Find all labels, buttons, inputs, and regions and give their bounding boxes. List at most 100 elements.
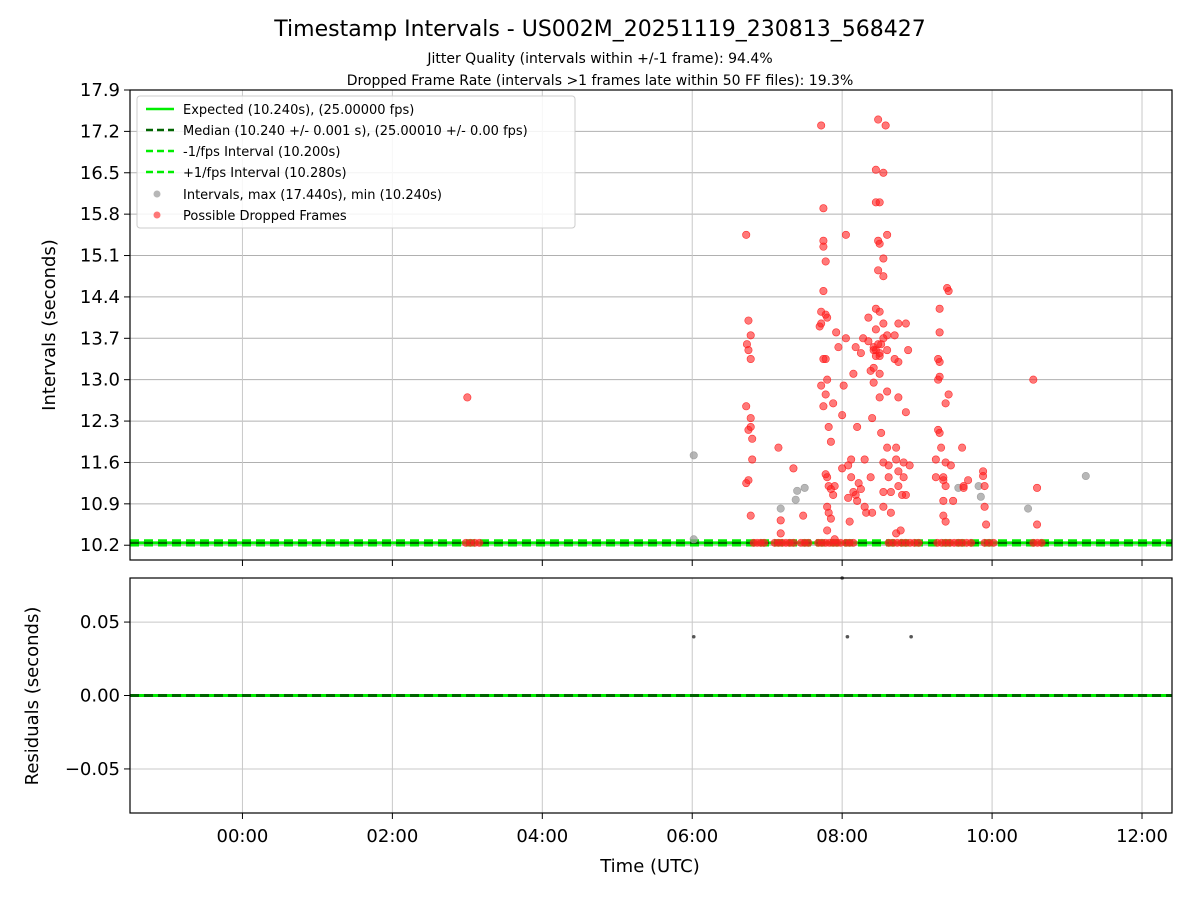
- dropped-point-143: [901, 490, 910, 499]
- dropped-point-141: [901, 319, 910, 328]
- intervals-ytick-label-5: 13.7: [80, 328, 120, 349]
- dropped-point-98: [874, 266, 883, 275]
- dropped-point-19: [774, 443, 783, 452]
- dropped-point-22: [789, 464, 798, 473]
- dropped-point-24: [817, 121, 826, 130]
- dropped-point-15: [748, 455, 757, 464]
- dropped-point-74: [856, 349, 865, 358]
- dropped-point-56: [829, 399, 838, 408]
- residuals-points: [691, 576, 913, 639]
- dropped-point-63: [844, 493, 853, 502]
- legend-entry-minus-fps: -1/fps Interval (10.200s): [146, 145, 340, 160]
- interval-point-10: [1081, 472, 1090, 481]
- intervals-ytick-label-7: 15.1: [80, 246, 120, 267]
- intervals-x-ticks: [241, 560, 1143, 566]
- dropped-point-65: [847, 455, 856, 464]
- dropped-point-145: [905, 461, 914, 470]
- dropped-point-168: [946, 461, 955, 470]
- dropped-point-0: [463, 393, 472, 402]
- dropped-point-119: [883, 331, 892, 340]
- residuals-ytick-label-2: −0.05: [65, 759, 120, 780]
- dropped-point-164: [941, 517, 950, 526]
- interval-point-1: [689, 535, 698, 544]
- dropped-point-7: [744, 346, 753, 355]
- dropped-point-175: [979, 472, 988, 481]
- dropped-point-52: [830, 482, 839, 491]
- dropped-point-25: [819, 204, 828, 213]
- residuals-ytick-label-1: 0.00: [80, 686, 120, 707]
- residuals-y-ticks: 0.05 0.00 −0.05: [65, 612, 130, 780]
- dropped-point-153: [935, 357, 944, 366]
- dropped-run-5-point-2: [849, 538, 858, 547]
- dropped-point-105: [875, 369, 884, 378]
- dropped-point-61: [841, 334, 850, 343]
- dropped-point-140: [899, 473, 908, 482]
- dropped-point-1: [1029, 375, 1038, 384]
- dropped-point-4: [742, 230, 751, 239]
- intervals-points: [463, 115, 1090, 544]
- intervals-y-axis-label: Intervals (seconds): [39, 239, 60, 411]
- legend-label-dropped: Possible Dropped Frames: [183, 209, 347, 224]
- dropped-point-66: [847, 473, 856, 482]
- dropped-point-144: [904, 346, 913, 355]
- dropped-point-111: [879, 272, 888, 281]
- intervals-reference-lines: [130, 539, 1172, 547]
- residual-point-2: [909, 634, 913, 639]
- dropped-run-0-point-3: [475, 538, 484, 547]
- dropped-point-176: [980, 482, 989, 491]
- dropped-point-135: [894, 467, 903, 476]
- dropped-point-166: [944, 287, 953, 296]
- dropped-point-106: [875, 393, 884, 402]
- dropped-point-133: [894, 357, 903, 366]
- intervals-ytick-label-9: 16.5: [80, 163, 120, 184]
- interval-point-2: [776, 504, 785, 513]
- dropped-point-37: [823, 375, 832, 384]
- dropped-point-9: [746, 331, 755, 340]
- dropped-point-152: [935, 328, 944, 337]
- dropped-point-173: [964, 476, 973, 485]
- dropped-point-53: [829, 490, 838, 499]
- dropped-point-75: [856, 485, 865, 494]
- dropped-point-67: [849, 369, 858, 378]
- dropped-point-17: [742, 479, 751, 488]
- dropped-point-142: [901, 408, 910, 417]
- dropped-point-60: [841, 230, 850, 239]
- residuals-xtick-label-4: 08:00: [816, 826, 868, 847]
- dropped-point-42: [826, 437, 835, 446]
- dropped-point-50: [823, 526, 832, 535]
- dropped-point-82: [866, 473, 875, 482]
- interval-point-0: [689, 451, 698, 460]
- dropped-point-39: [821, 390, 830, 399]
- dropped-point-126: [886, 508, 895, 517]
- legend-label-intervals: Intervals, max (17.440s), min (10.240s): [183, 188, 442, 203]
- dropped-point-80: [864, 313, 873, 322]
- dropped-point-129: [892, 443, 901, 452]
- dropped-point-29: [819, 287, 828, 296]
- residual-point-1: [845, 634, 850, 639]
- x-axis-label: Time (UTC): [599, 856, 700, 877]
- dropped-point-11: [746, 414, 755, 423]
- dropped-point-69: [851, 343, 860, 352]
- dropped-point-54: [832, 328, 841, 337]
- legend-entry-expected: Expected (10.240s), (25.00000 fps): [146, 103, 414, 118]
- interval-point-8: [976, 492, 985, 501]
- residuals-xtick-label-5: 10:00: [966, 826, 1018, 847]
- dropped-point-59: [839, 381, 848, 390]
- dropped-point-32: [815, 322, 824, 331]
- residuals-y-axis-label: Residuals (seconds): [22, 607, 43, 786]
- intervals-ytick-label-0: 10.2: [80, 535, 120, 556]
- dropped-point-169: [949, 496, 958, 505]
- residuals-xtick-label-2: 04:00: [516, 826, 568, 847]
- intervals-ytick-label-2: 11.6: [80, 452, 120, 473]
- dropped-point-123: [884, 461, 893, 470]
- dropped-point-178: [982, 520, 991, 529]
- interval-point-5: [800, 483, 809, 492]
- intervals-plot-frame: [129, 89, 1173, 561]
- dropped-point-136: [894, 482, 903, 491]
- dropped-point-57: [838, 411, 847, 420]
- dropped-point-90: [871, 165, 880, 174]
- dropped-point-40: [819, 402, 828, 411]
- dropped-point-101: [875, 239, 884, 248]
- dropped-point-109: [879, 168, 888, 177]
- legend-label-minus-fps: -1/fps Interval (10.200s): [183, 145, 340, 160]
